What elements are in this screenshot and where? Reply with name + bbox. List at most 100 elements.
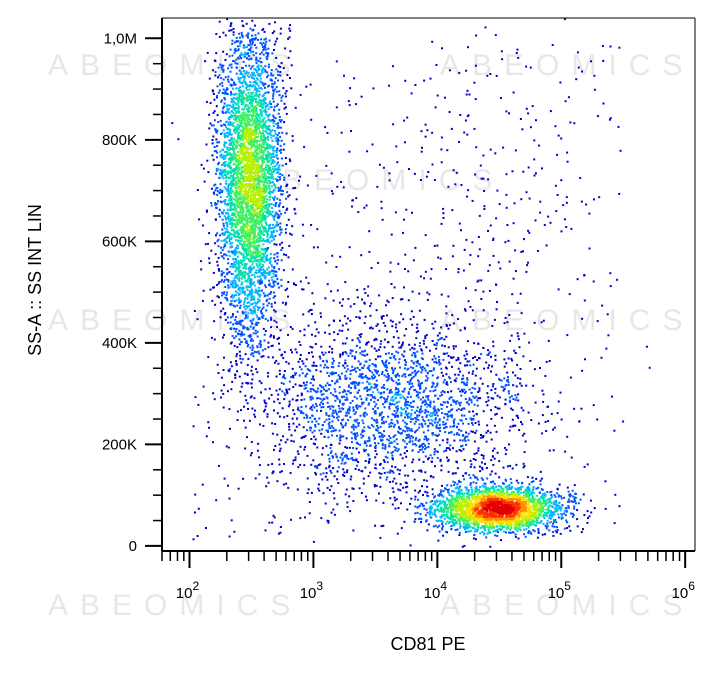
event-dot: [508, 484, 511, 486]
event-dot: [268, 397, 271, 400]
event-dot: [224, 76, 227, 79]
event-dot: [239, 55, 241, 58]
event-dot: [294, 212, 297, 215]
event-dot: [224, 111, 227, 114]
event-dot: [259, 294, 262, 297]
event-dot: [228, 250, 231, 253]
event-dot: [278, 450, 281, 452]
event-dot: [221, 273, 224, 276]
event-dot: [259, 340, 262, 342]
event-dot: [278, 458, 281, 461]
event-dot: [566, 486, 569, 489]
event-dot: [223, 279, 226, 282]
event-dot: [379, 462, 382, 465]
event-dot: [204, 243, 207, 246]
event-dot: [313, 378, 315, 381]
event-dot: [563, 527, 566, 530]
event-dot: [447, 185, 450, 188]
event-dot: [295, 399, 298, 402]
event-dot: [273, 215, 276, 218]
event-dot: [429, 454, 432, 457]
event-dot: [207, 421, 210, 424]
event-dot: [212, 111, 215, 114]
event-dot: [279, 151, 282, 154]
event-dot: [510, 395, 513, 398]
event-dot: [313, 429, 316, 432]
event-dot: [472, 474, 475, 477]
event-dot: [420, 518, 423, 521]
event-dot: [553, 503, 556, 506]
event-dot: [406, 116, 409, 119]
event-dot: [222, 224, 225, 227]
event-dot: [331, 420, 334, 423]
event-dot: [231, 97, 234, 100]
event-dot: [217, 245, 220, 248]
event-dot: [423, 389, 426, 392]
event-dot: [309, 382, 312, 384]
event-dot: [572, 514, 575, 517]
event-dot: [445, 449, 448, 452]
event-dot: [484, 529, 487, 532]
event-dot: [423, 448, 426, 451]
event-dot: [225, 297, 228, 300]
event-dot: [256, 306, 259, 309]
event-dot: [224, 90, 227, 93]
event-dot: [267, 302, 270, 305]
event-dot: [433, 500, 436, 503]
event-dot: [348, 409, 351, 412]
event-dot: [394, 326, 397, 329]
event-dot: [391, 422, 394, 425]
event-dot: [222, 369, 225, 371]
event-dot: [367, 454, 370, 457]
event-dot: [436, 244, 439, 247]
event-dot: [391, 366, 393, 369]
event-dot: [442, 525, 445, 528]
event-dot: [289, 24, 291, 27]
event-dot: [405, 442, 408, 445]
event-dot: [322, 403, 324, 405]
event-dot: [266, 115, 269, 117]
event-dot: [226, 211, 229, 214]
event-dot: [381, 447, 384, 450]
event-dot: [413, 478, 416, 481]
event-dot: [328, 421, 331, 424]
event-dot: [397, 448, 400, 451]
event-dot: [420, 349, 423, 352]
event-dot: [553, 513, 556, 516]
event-dot: [563, 18, 566, 21]
event-dot: [265, 309, 268, 312]
event-dot: [361, 366, 364, 369]
event-dot: [246, 436, 248, 439]
event-dot: [315, 328, 318, 331]
event-dot: [220, 169, 223, 172]
event-dot: [500, 379, 503, 382]
event-dot: [447, 470, 450, 473]
event-dot: [255, 271, 258, 274]
event-dot: [498, 476, 501, 479]
event-dot: [273, 448, 275, 451]
event-dot: [423, 367, 426, 370]
event-dot: [278, 204, 281, 207]
event-dot: [433, 410, 436, 413]
event-dot: [381, 444, 384, 447]
event-dot: [238, 343, 241, 346]
event-dot: [310, 406, 313, 409]
event-dot: [504, 453, 507, 456]
event-dot: [361, 373, 364, 375]
event-dot: [268, 224, 271, 227]
event-dot: [213, 98, 216, 101]
event-dot: [323, 366, 326, 369]
event-dot: [261, 349, 264, 352]
event-dot: [474, 355, 477, 358]
event-dot: [311, 420, 314, 423]
event-dot: [274, 310, 277, 313]
event-dot: [252, 306, 255, 309]
event-dot: [214, 183, 217, 186]
event-dot: [503, 322, 506, 325]
event-dot: [487, 429, 490, 432]
event-dot: [283, 107, 286, 110]
event-dot: [380, 396, 383, 398]
event-dot: [448, 431, 451, 434]
event-dot: [223, 291, 226, 294]
event-dot: [424, 490, 427, 493]
